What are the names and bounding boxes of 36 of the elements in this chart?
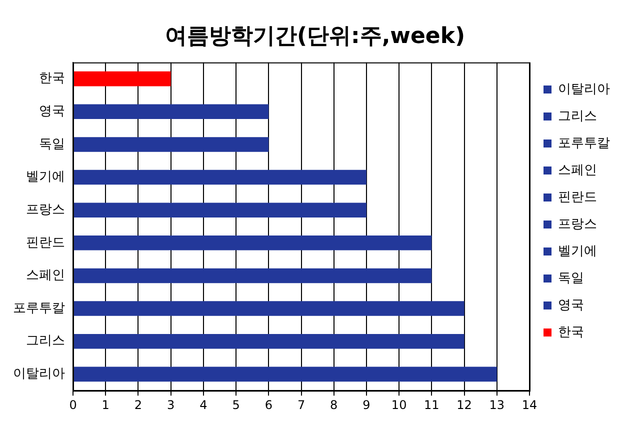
- x-tick-label: 8: [330, 398, 338, 412]
- legend-label: 포루투칼: [558, 136, 610, 151]
- legend-label: 벨기에: [558, 244, 597, 259]
- x-tick-label: 3: [167, 398, 175, 412]
- y-tick-label: 스페인: [26, 268, 65, 284]
- legend-label: 프랑스: [558, 216, 597, 232]
- x-tick-label: 14: [522, 398, 538, 412]
- x-tick-label: 12: [456, 398, 472, 412]
- y-tick-label: 포루투칼: [13, 300, 65, 316]
- y-tick-label: 프랑스: [26, 202, 65, 218]
- y-tick-label: 핀란드: [26, 235, 65, 250]
- x-tick-label: 10: [391, 398, 407, 412]
- x-tick-label: 9: [362, 398, 370, 412]
- x-tick-label: 7: [297, 398, 306, 412]
- x-tick-label: 2: [134, 398, 142, 412]
- chart-title: 여름방학기간(단위:주,week): [164, 24, 466, 49]
- y-tick-label: 영국: [39, 104, 65, 120]
- x-tick-label: 11: [424, 398, 440, 412]
- legend-label: 영국: [558, 298, 584, 313]
- x-tick-label: 6: [264, 398, 272, 412]
- legend-label: 스페인: [558, 162, 597, 178]
- x-tick-label: 0: [69, 398, 77, 412]
- x-tick-label: 4: [200, 398, 208, 412]
- legend-label: 핀란드: [558, 190, 597, 205]
- y-tick-label: 이탈리아: [13, 366, 65, 382]
- legend-label: 이탈리아: [558, 82, 610, 97]
- y-tick-label: 그리스: [26, 334, 65, 349]
- x-tick-label: 1: [102, 398, 110, 412]
- legend-label: 그리스: [558, 108, 597, 124]
- y-tick-label: 벨기에: [26, 170, 65, 185]
- y-tick-label: 독일: [39, 136, 65, 152]
- legend-label: 한국: [558, 324, 584, 340]
- x-tick-label: 13: [489, 398, 505, 412]
- y-tick-label: 한국: [39, 71, 65, 86]
- x-tick-label: 5: [232, 398, 240, 412]
- legend-label: 독일: [558, 270, 584, 286]
